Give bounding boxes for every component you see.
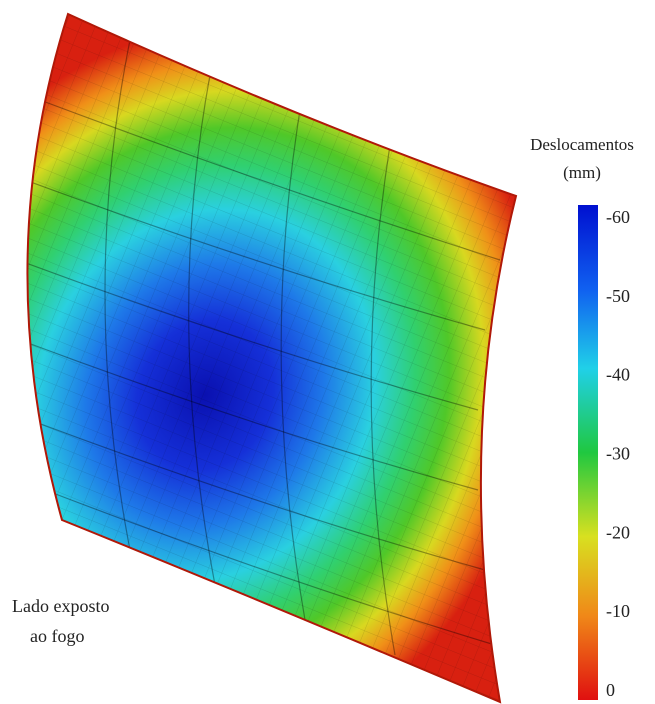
colorbar-title: Deslocamentos xyxy=(530,135,634,154)
colorbar-tick-label: -10 xyxy=(606,601,630,621)
annotation: ao fogo xyxy=(30,626,84,646)
colorbar-tick-label: -40 xyxy=(606,365,630,385)
colorbar-unit: (mm) xyxy=(563,163,601,182)
displacement-plot: Deslocamentos (mm) Lado exposto ao fogo … xyxy=(0,0,655,704)
colorbar-tick-label: 0 xyxy=(606,680,615,700)
colorbar-tick-label: -20 xyxy=(606,522,630,542)
colorbar-tick-label: -60 xyxy=(606,207,630,227)
colorbar-tick-label: -50 xyxy=(606,286,630,306)
annotation: Lado exposto xyxy=(12,596,109,616)
colorbar xyxy=(578,205,598,700)
colorbar-tick-label: -30 xyxy=(606,444,630,464)
figure: Deslocamentos (mm) Lado exposto ao fogo … xyxy=(0,0,655,704)
